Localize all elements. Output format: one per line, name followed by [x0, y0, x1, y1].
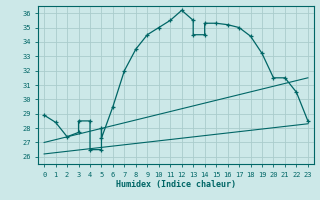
X-axis label: Humidex (Indice chaleur): Humidex (Indice chaleur)	[116, 180, 236, 189]
